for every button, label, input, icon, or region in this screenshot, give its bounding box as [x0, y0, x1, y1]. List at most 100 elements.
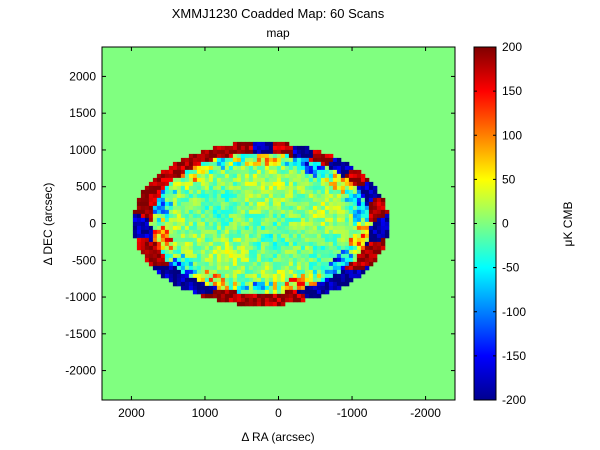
- heatmap-cell: [324, 265, 330, 271]
- heatmap-cell: [300, 285, 306, 291]
- heatmap-cell: [332, 221, 338, 227]
- heatmap-cell: [256, 209, 262, 215]
- heatmap-cell: [352, 257, 358, 263]
- heatmap-cell: [344, 273, 350, 279]
- heatmap-cell: [208, 217, 214, 223]
- heatmap-cell: [352, 213, 358, 219]
- heatmap-cell: [216, 185, 222, 191]
- heatmap-cell: [208, 193, 214, 199]
- heatmap-cell: [248, 253, 254, 259]
- heatmap-cell: [172, 185, 178, 191]
- heatmap-cell: [196, 233, 202, 239]
- heatmap-cell: [208, 249, 214, 255]
- heatmap-cell: [148, 221, 154, 227]
- heatmap-cell: [260, 289, 266, 295]
- heatmap-cell: [312, 173, 318, 179]
- heatmap-cell: [272, 149, 278, 155]
- heatmap-cell: [256, 285, 262, 291]
- heatmap-cell: [292, 253, 298, 259]
- heatmap-cell: [208, 165, 214, 171]
- heatmap-cell: [252, 217, 258, 223]
- heatmap-cell: [264, 189, 270, 195]
- heatmap-cell: [212, 197, 218, 203]
- heatmap-cell: [232, 229, 238, 235]
- heatmap-cell: [244, 225, 250, 231]
- heatmap-cell: [252, 241, 258, 247]
- heatmap-cell: [256, 293, 262, 299]
- heatmap-cell: [172, 241, 178, 247]
- heatmap-cell: [328, 189, 334, 195]
- heatmap-cell: [156, 221, 162, 227]
- heatmap-cell: [368, 213, 374, 219]
- heatmap-cell: [368, 221, 374, 227]
- heatmap-cell: [308, 209, 314, 215]
- heatmap-cell: [268, 177, 274, 183]
- heatmap-cell: [312, 257, 318, 263]
- heatmap-cell: [232, 197, 238, 203]
- heatmap-cell: [320, 173, 326, 179]
- heatmap-cell: [296, 241, 302, 247]
- heatmap-cell: [296, 225, 302, 231]
- heatmap-cell: [344, 169, 350, 175]
- heatmap-cell: [280, 277, 286, 283]
- heatmap-cell: [240, 293, 246, 299]
- heatmap-cell: [216, 285, 222, 291]
- heatmap-cell: [196, 265, 202, 271]
- heatmap-cell: [248, 293, 254, 299]
- heatmap-cell: [284, 261, 290, 267]
- heatmap-cell: [288, 225, 294, 231]
- heatmap-cell: [304, 277, 310, 283]
- heatmap-cell: [240, 281, 246, 287]
- heatmap-cell: [156, 237, 162, 243]
- heatmap-cell: [300, 145, 306, 151]
- heatmap-cell: [224, 241, 230, 247]
- heatmap-cell: [332, 257, 338, 263]
- heatmap-cell: [180, 213, 186, 219]
- heatmap-cell: [320, 153, 326, 159]
- heatmap-cell: [192, 201, 198, 207]
- heatmap-cell: [296, 165, 302, 171]
- heatmap-cell: [224, 261, 230, 267]
- heatmap-cell: [268, 205, 274, 211]
- heatmap-cell: [196, 253, 202, 259]
- heatmap-cell: [260, 217, 266, 223]
- heatmap-cell: [272, 273, 278, 279]
- heatmap-cell: [148, 189, 154, 195]
- heatmap-cell: [228, 217, 234, 223]
- heatmap-cell: [164, 233, 170, 239]
- heatmap-cell: [364, 189, 370, 195]
- heatmap-cell: [328, 229, 334, 235]
- heatmap-cell: [336, 269, 342, 275]
- heatmap-cell: [224, 197, 230, 203]
- heatmap-cell: [288, 249, 294, 255]
- heatmap-cell: [308, 217, 314, 223]
- heatmap-cell: [300, 225, 306, 231]
- heatmap-cell: [204, 157, 210, 163]
- heatmap-cell: [200, 177, 206, 183]
- heatmap-cell: [240, 177, 246, 183]
- heatmap-cell: [264, 273, 270, 279]
- heatmap-cell: [172, 253, 178, 259]
- heatmap-cell: [216, 169, 222, 175]
- heatmap-cell: [372, 197, 378, 203]
- heatmap-cell: [304, 221, 310, 227]
- heatmap-cell: [304, 257, 310, 263]
- heatmap-cell: [316, 193, 322, 199]
- heatmap-cell: [164, 221, 170, 227]
- heatmap-cell: [240, 161, 246, 167]
- heatmap-cell: [228, 205, 234, 211]
- heatmap-cell: [308, 293, 314, 299]
- heatmap-cell: [300, 229, 306, 235]
- heatmap-cell: [280, 193, 286, 199]
- heatmap-cell: [356, 241, 362, 247]
- heatmap-cell: [260, 189, 266, 195]
- heatmap-cell: [332, 177, 338, 183]
- heatmap-cell: [280, 185, 286, 191]
- chart-title: XMMJ1230 Coadded Map: 60 Scans: [172, 6, 385, 21]
- heatmap-cell: [288, 153, 294, 159]
- heatmap-cell: [228, 245, 234, 251]
- heatmap-cell: [220, 153, 226, 159]
- heatmap-cell: [164, 265, 170, 271]
- heatmap-cell: [184, 177, 190, 183]
- heatmap-cell: [264, 157, 270, 163]
